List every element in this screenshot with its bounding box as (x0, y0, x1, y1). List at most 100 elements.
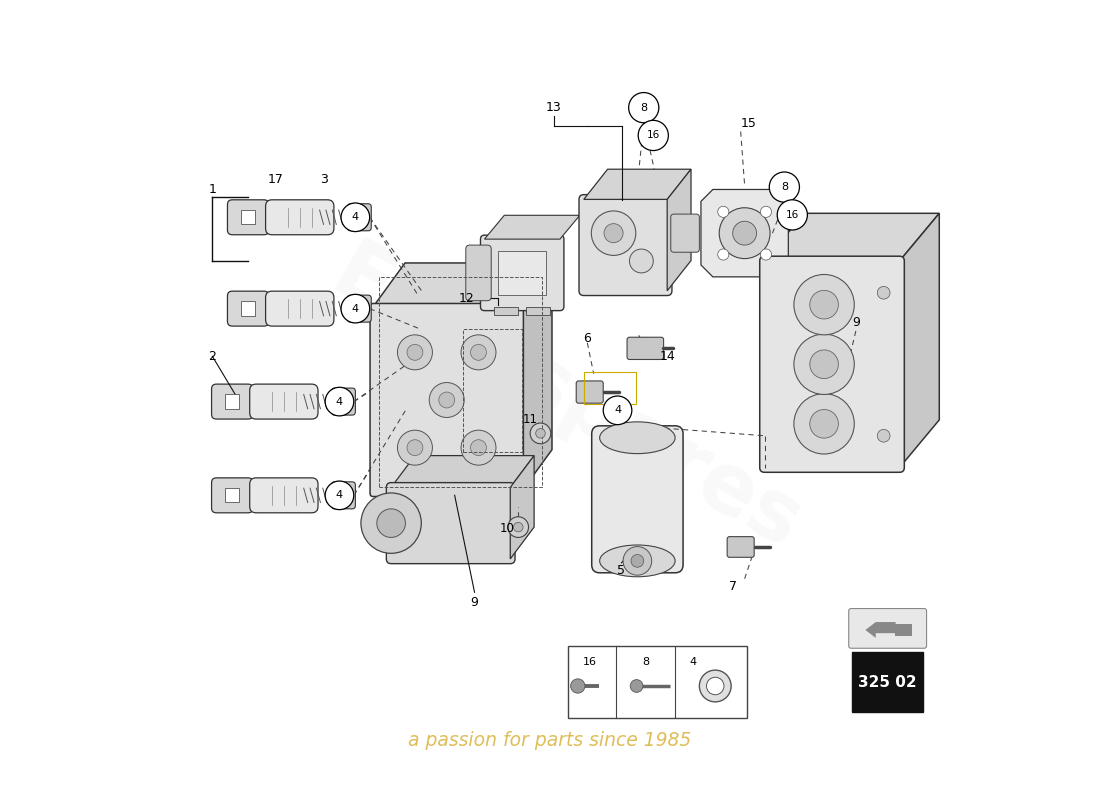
Text: 9: 9 (851, 316, 860, 329)
FancyBboxPatch shape (250, 384, 318, 419)
Bar (494, 307, 518, 315)
Bar (226, 488, 240, 502)
Circle shape (719, 208, 770, 258)
Text: a passion for parts since 1985: a passion for parts since 1985 (408, 730, 692, 750)
Circle shape (810, 410, 838, 438)
Text: 4: 4 (690, 657, 696, 667)
Text: 15: 15 (740, 117, 757, 130)
Bar (498, 251, 546, 294)
Text: 14: 14 (660, 350, 675, 363)
Circle shape (530, 423, 551, 444)
Text: 4: 4 (614, 406, 622, 415)
Circle shape (341, 203, 370, 231)
FancyBboxPatch shape (348, 204, 372, 230)
FancyBboxPatch shape (331, 482, 355, 509)
Text: 2: 2 (208, 350, 217, 363)
Circle shape (760, 249, 771, 260)
Circle shape (700, 670, 732, 702)
Text: 8: 8 (642, 657, 650, 667)
Text: 6: 6 (583, 331, 592, 345)
Circle shape (629, 249, 653, 273)
Text: 16: 16 (647, 130, 660, 141)
Circle shape (471, 440, 486, 456)
FancyBboxPatch shape (228, 200, 268, 234)
FancyBboxPatch shape (211, 478, 253, 513)
Circle shape (407, 440, 422, 456)
Circle shape (326, 481, 354, 510)
Text: 9: 9 (471, 596, 478, 609)
FancyBboxPatch shape (331, 388, 355, 415)
Circle shape (571, 679, 585, 693)
Polygon shape (584, 170, 691, 199)
Text: 5: 5 (617, 564, 626, 578)
FancyBboxPatch shape (370, 303, 524, 497)
FancyBboxPatch shape (576, 381, 603, 403)
Circle shape (603, 396, 631, 425)
Circle shape (377, 509, 406, 538)
Bar (463, 329, 522, 452)
Circle shape (794, 274, 855, 335)
Circle shape (461, 430, 496, 465)
Bar (379, 277, 542, 487)
Text: 16: 16 (785, 210, 799, 220)
Circle shape (717, 206, 729, 218)
Bar (526, 307, 550, 315)
Polygon shape (520, 263, 552, 494)
FancyBboxPatch shape (211, 384, 253, 419)
Circle shape (810, 350, 838, 378)
Bar (894, 624, 912, 636)
Text: 4: 4 (352, 304, 359, 314)
Text: 11: 11 (524, 414, 538, 426)
Circle shape (397, 335, 432, 370)
Text: 8: 8 (640, 102, 647, 113)
Bar (584, 372, 636, 404)
Ellipse shape (600, 422, 675, 454)
Circle shape (407, 344, 422, 360)
Polygon shape (510, 456, 535, 559)
Circle shape (706, 678, 724, 694)
Text: 3: 3 (320, 173, 328, 186)
Circle shape (592, 211, 636, 255)
Circle shape (810, 290, 838, 319)
Text: 12: 12 (459, 292, 474, 305)
FancyBboxPatch shape (348, 295, 372, 322)
Text: 4: 4 (352, 212, 359, 222)
Circle shape (604, 224, 623, 242)
Text: 4: 4 (336, 397, 343, 406)
Circle shape (461, 335, 496, 370)
Circle shape (471, 344, 486, 360)
Circle shape (778, 200, 807, 230)
Circle shape (326, 387, 354, 416)
Circle shape (733, 222, 757, 245)
Polygon shape (392, 456, 535, 487)
Text: 8: 8 (781, 182, 788, 192)
Circle shape (514, 522, 522, 532)
FancyBboxPatch shape (727, 537, 755, 558)
Text: 16: 16 (583, 657, 596, 667)
Ellipse shape (600, 545, 675, 577)
Circle shape (631, 554, 644, 567)
Polygon shape (484, 215, 580, 239)
Polygon shape (701, 190, 789, 277)
Bar (568, 646, 747, 718)
Circle shape (769, 172, 800, 202)
Circle shape (623, 546, 651, 575)
Circle shape (760, 206, 771, 218)
FancyBboxPatch shape (465, 245, 492, 301)
Polygon shape (866, 622, 895, 638)
Circle shape (878, 286, 890, 299)
Circle shape (717, 249, 729, 260)
Circle shape (439, 392, 454, 408)
FancyBboxPatch shape (228, 291, 268, 326)
Text: 13: 13 (546, 101, 562, 114)
FancyBboxPatch shape (760, 256, 904, 472)
Text: Eurospares: Eurospares (317, 233, 815, 567)
FancyBboxPatch shape (592, 426, 683, 573)
Circle shape (794, 394, 855, 454)
Circle shape (630, 680, 642, 692)
FancyBboxPatch shape (671, 214, 700, 252)
FancyBboxPatch shape (265, 291, 334, 326)
Polygon shape (764, 214, 939, 261)
FancyBboxPatch shape (627, 338, 663, 359)
Circle shape (429, 382, 464, 418)
